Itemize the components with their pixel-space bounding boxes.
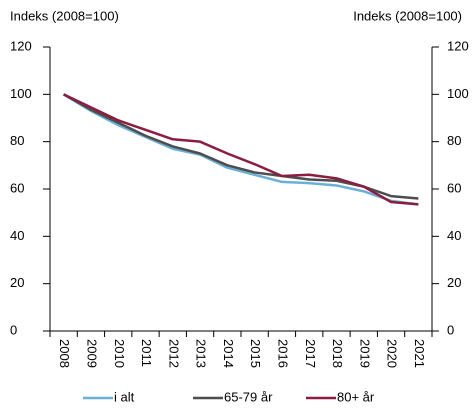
x-tick-label: 2019 — [357, 339, 372, 368]
y2-tick-label: 60 — [447, 180, 461, 195]
series-line — [63, 93, 419, 206]
y2-tick-label: 120 — [447, 38, 469, 53]
y-tick-label: 0 — [10, 322, 17, 337]
x-tick-label: 2010 — [112, 339, 127, 368]
legend-label: i alt — [114, 389, 135, 404]
y-tick-label: 20 — [10, 275, 24, 290]
y2-tick-label: 0 — [447, 322, 454, 337]
x-tick-label: 2014 — [221, 339, 236, 368]
x-tick-label: 2008 — [57, 339, 72, 368]
y-tick-label: 100 — [10, 86, 32, 101]
legend-label: 65-79 år — [224, 389, 273, 404]
legend-label: 80+ år — [337, 389, 375, 404]
x-tick-label: 2011 — [139, 339, 154, 367]
x-tick-label: 2013 — [194, 339, 209, 368]
x-tick-label: 2018 — [330, 339, 345, 368]
y2-tick-label: 20 — [447, 275, 461, 290]
x-tick-label: 2015 — [248, 339, 263, 368]
y-tick-label: 40 — [10, 228, 24, 243]
y2-tick-label: 40 — [447, 228, 461, 243]
x-tick-label: 2021 — [412, 339, 427, 368]
y-tick-label: 80 — [10, 133, 24, 148]
series-line — [62, 93, 419, 206]
series-line — [63, 93, 419, 200]
x-tick-label: 2012 — [166, 339, 181, 368]
x-tick-label: 2017 — [303, 339, 318, 368]
y-tick-label: 60 — [10, 180, 24, 195]
y-tick-label: 120 — [10, 38, 32, 53]
x-tick-label: 2009 — [84, 339, 99, 368]
y2-tick-label: 100 — [447, 86, 469, 101]
y2-tick-label: 80 — [447, 133, 461, 148]
y-axis-title: Indeks (2008=100) — [10, 8, 119, 23]
x-tick-label: 2016 — [275, 339, 290, 368]
x-tick-label: 2020 — [385, 339, 400, 368]
y2-axis-title: Indeks (2008=100) — [353, 8, 462, 23]
